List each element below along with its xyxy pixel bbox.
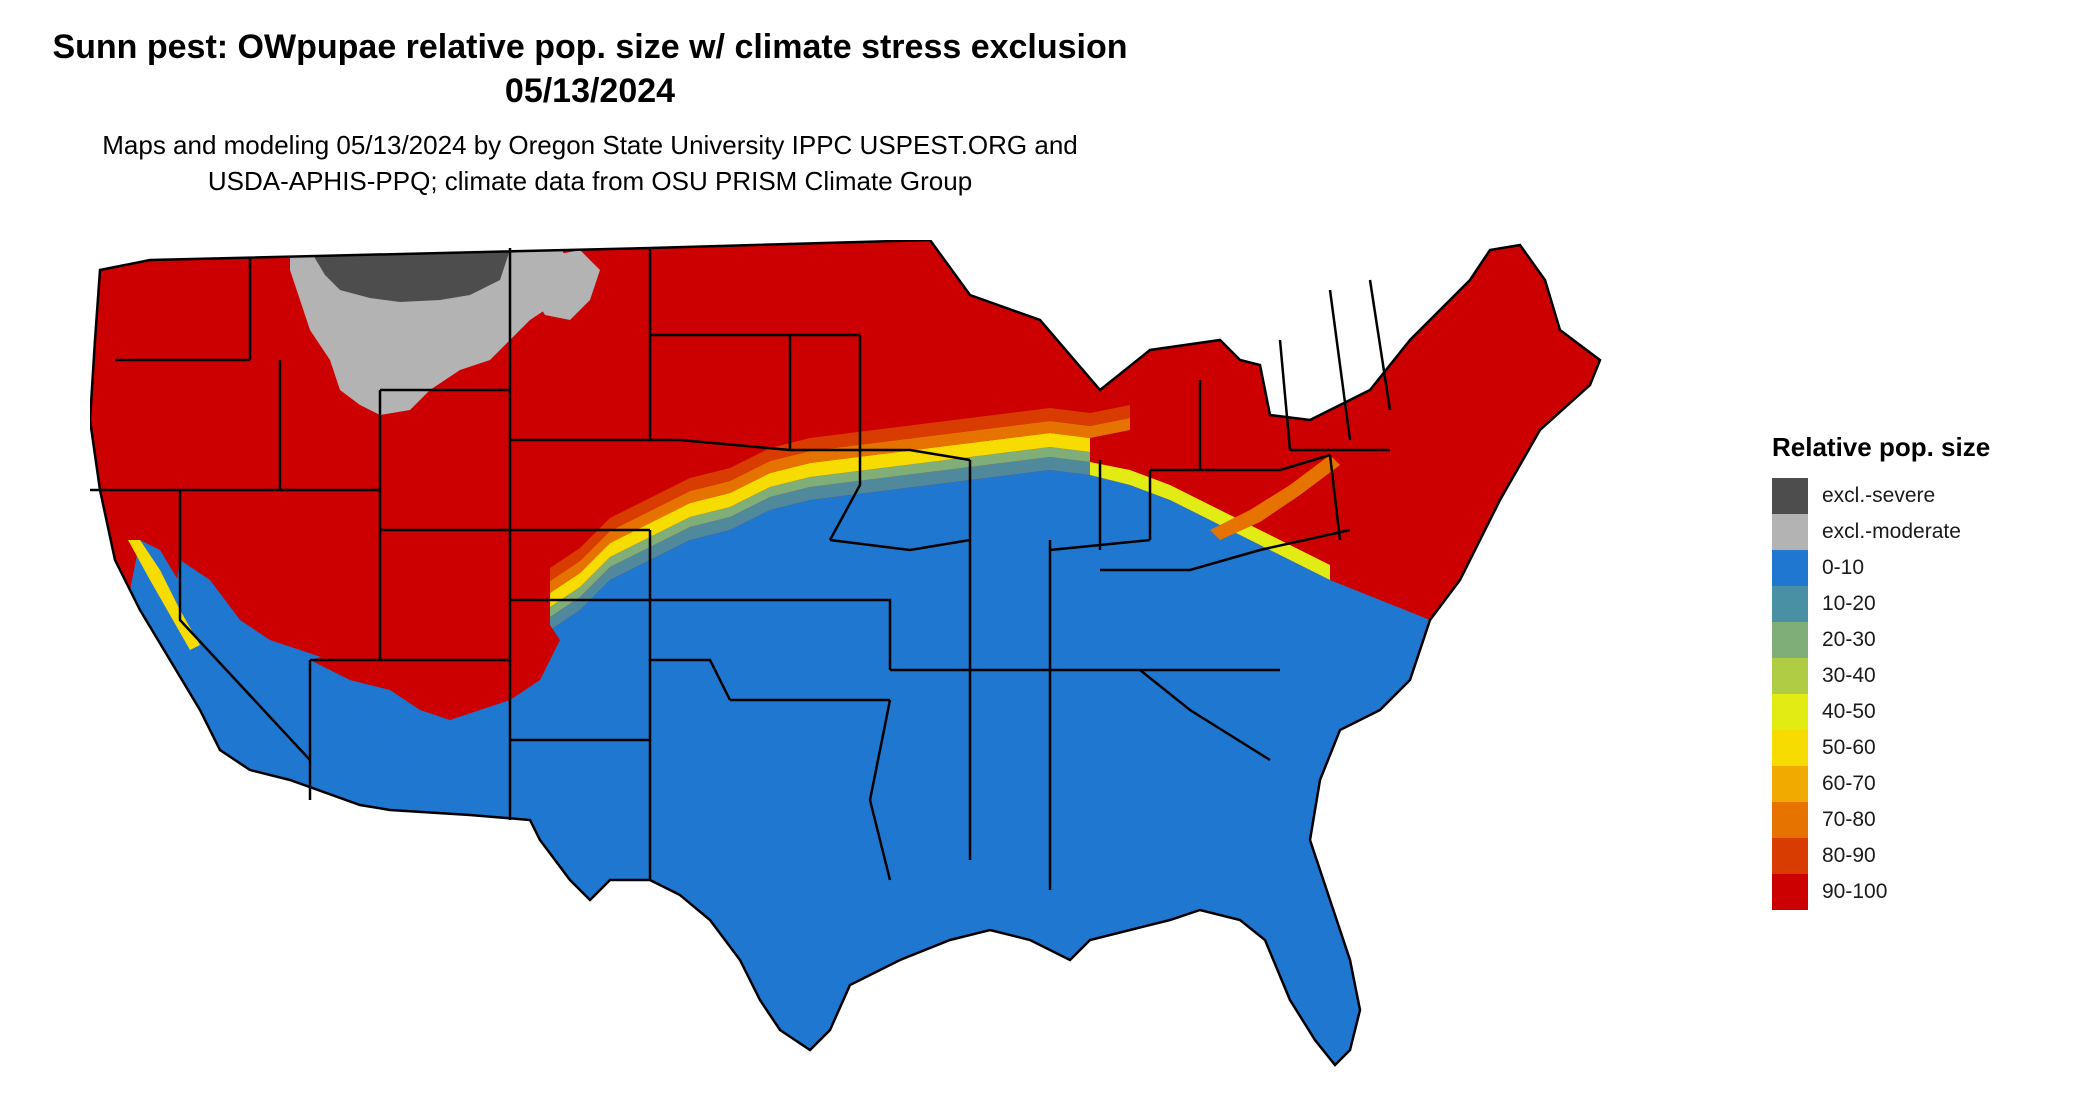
map-subtitle-line2: USDA-APHIS-PPQ; climate data from OSU PR…: [207, 166, 973, 196]
legend-swatch: [1772, 514, 1808, 550]
legend-item: 30-40: [1772, 658, 2092, 694]
legend-label: 0-10: [1822, 556, 1865, 579]
legend-swatch: [1772, 874, 1808, 910]
legend-swatch: [1772, 730, 1808, 766]
legend: Relative pop. size excl.-severe excl.-mod…: [1772, 432, 2092, 910]
legend-swatch: [1772, 550, 1808, 586]
map-subtitle-line1: Maps and modeling 05/13/2024 by Oregon S…: [102, 130, 1078, 160]
legend-label: 10-20: [1822, 592, 1876, 615]
legend-swatch: [1772, 586, 1808, 622]
legend-item: 90-100: [1772, 874, 2092, 910]
legend-item: 0-10: [1772, 550, 2092, 586]
band-yellow: [550, 433, 1090, 607]
us-outline: [90, 240, 1602, 1067]
legend-title: Relative pop. size: [1772, 432, 1991, 462]
legend-swatch: [1772, 802, 1808, 838]
legend-item: 10-20: [1772, 586, 2092, 622]
us-population-map: [90, 240, 1602, 1067]
map-regions: [90, 240, 1600, 1065]
legend-label: 20-30: [1822, 628, 1876, 651]
legend-item: excl.-severe: [1772, 478, 2092, 514]
band-appalachian-orange: [1210, 455, 1340, 540]
band-green: [550, 447, 1090, 617]
legend-label: excl.-moderate: [1822, 520, 1961, 543]
band-orange: [550, 418, 1130, 593]
legend-label: 90-100: [1822, 880, 1888, 903]
region-excl-severe: [310, 245, 510, 302]
legend-label: 40-50: [1822, 700, 1876, 723]
legend-swatch: [1772, 622, 1808, 658]
legend-swatch: [1772, 694, 1808, 730]
legend-swatch: [1772, 478, 1808, 514]
region-california-blue: [130, 540, 420, 840]
legend-item: 20-30: [1772, 622, 2092, 658]
legend-label: 70-80: [1822, 808, 1876, 831]
band-teal: [550, 457, 1090, 630]
legend-item: 80-90: [1772, 838, 2092, 874]
legend-label: excl.-severe: [1822, 484, 1936, 507]
state-boundaries: [90, 240, 1602, 1067]
legend-swatch: [1772, 658, 1808, 694]
legend-label: 30-40: [1822, 664, 1876, 687]
legend-item: excl.-moderate: [1772, 514, 2092, 550]
legend-item: 50-60: [1772, 730, 2092, 766]
legend-item: 60-70: [1772, 766, 2092, 802]
legend-label: 60-70: [1822, 772, 1876, 795]
legend-label: 80-90: [1822, 844, 1876, 867]
legend-swatch: [1772, 766, 1808, 802]
legend-item: 40-50: [1772, 694, 2092, 730]
map-date: 05/13/2024: [504, 72, 676, 110]
region-excl-moderate-dakota: [530, 250, 600, 320]
region-southwest-red: [310, 610, 560, 720]
legend-items: excl.-severe excl.-moderate 0-10 10-20 20-30…: [1772, 478, 2092, 910]
legend-label: 50-60: [1822, 736, 1876, 759]
legend-item: 70-80: [1772, 802, 2092, 838]
band-redorange: [550, 405, 1130, 581]
legend-swatch: [1772, 838, 1808, 874]
map-title: Sunn pest: OWpupae relative pop. size w/…: [52, 28, 1128, 66]
